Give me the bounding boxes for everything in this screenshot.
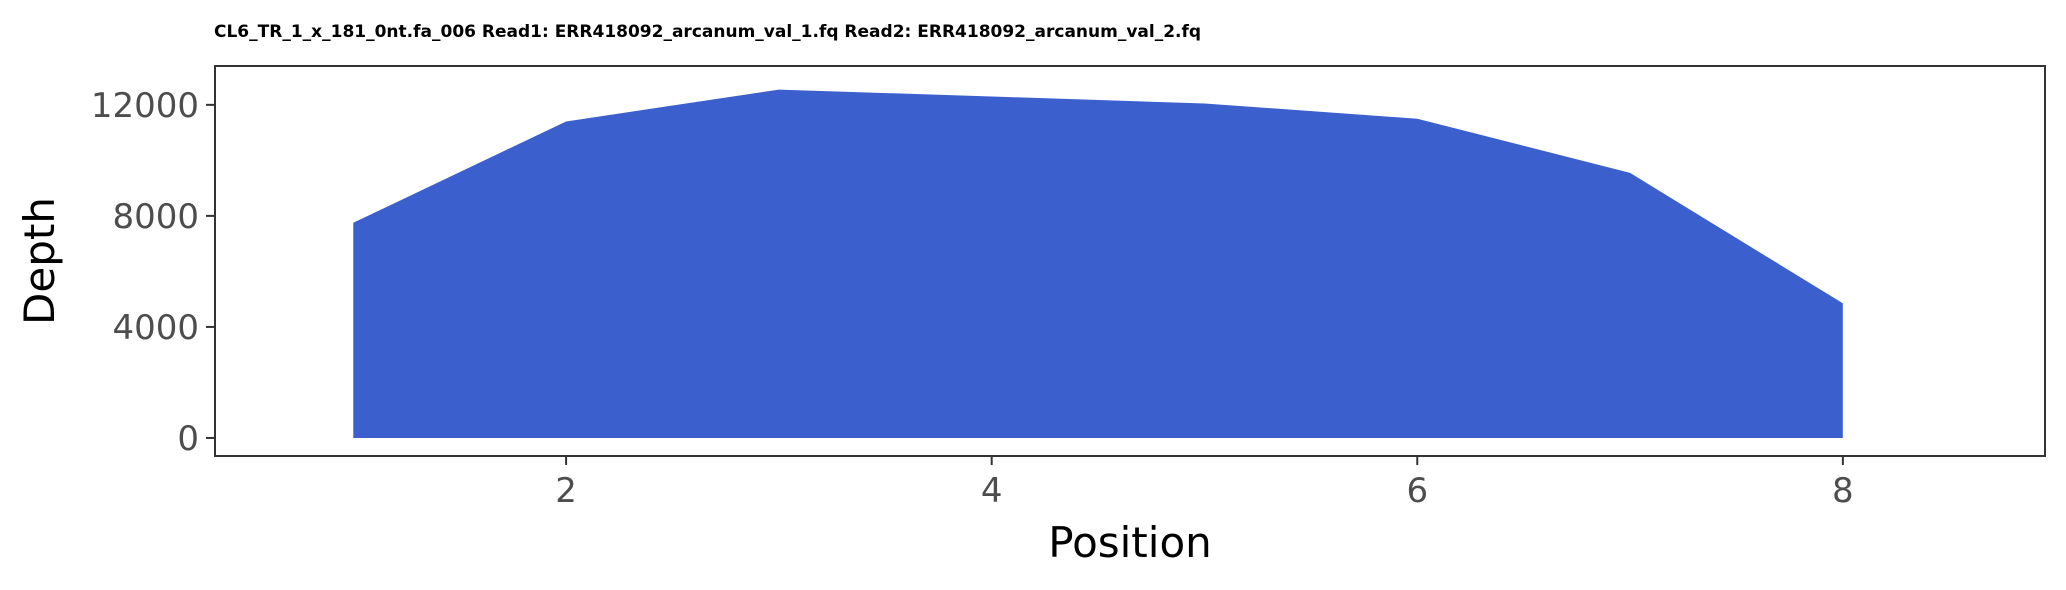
x-axis-title: Position — [1048, 518, 1212, 567]
area-layer — [353, 89, 1843, 438]
x-tick-label: 6 — [1406, 471, 1428, 511]
y-axis-title: Depth — [15, 197, 64, 325]
y-axis: 0 4000 8000 12000 — [91, 86, 215, 459]
y-tick-label: 12000 — [91, 86, 199, 126]
x-tick-label: 4 — [981, 471, 1003, 511]
x-tick-label: 8 — [1832, 471, 1854, 511]
y-tick-label: 8000 — [112, 197, 199, 237]
y-tick-label: 0 — [177, 419, 199, 459]
area-series-0 — [353, 89, 1843, 438]
y-tick-label: 4000 — [112, 308, 199, 348]
plot-panel — [214, 65, 2046, 457]
chart-title: CL6_TR_1_x_181_0nt.fa_006 Read1: ERR4180… — [214, 22, 1201, 42]
x-tick-label: 2 — [555, 471, 577, 511]
x-axis: 2 4 6 8 — [555, 456, 1854, 511]
